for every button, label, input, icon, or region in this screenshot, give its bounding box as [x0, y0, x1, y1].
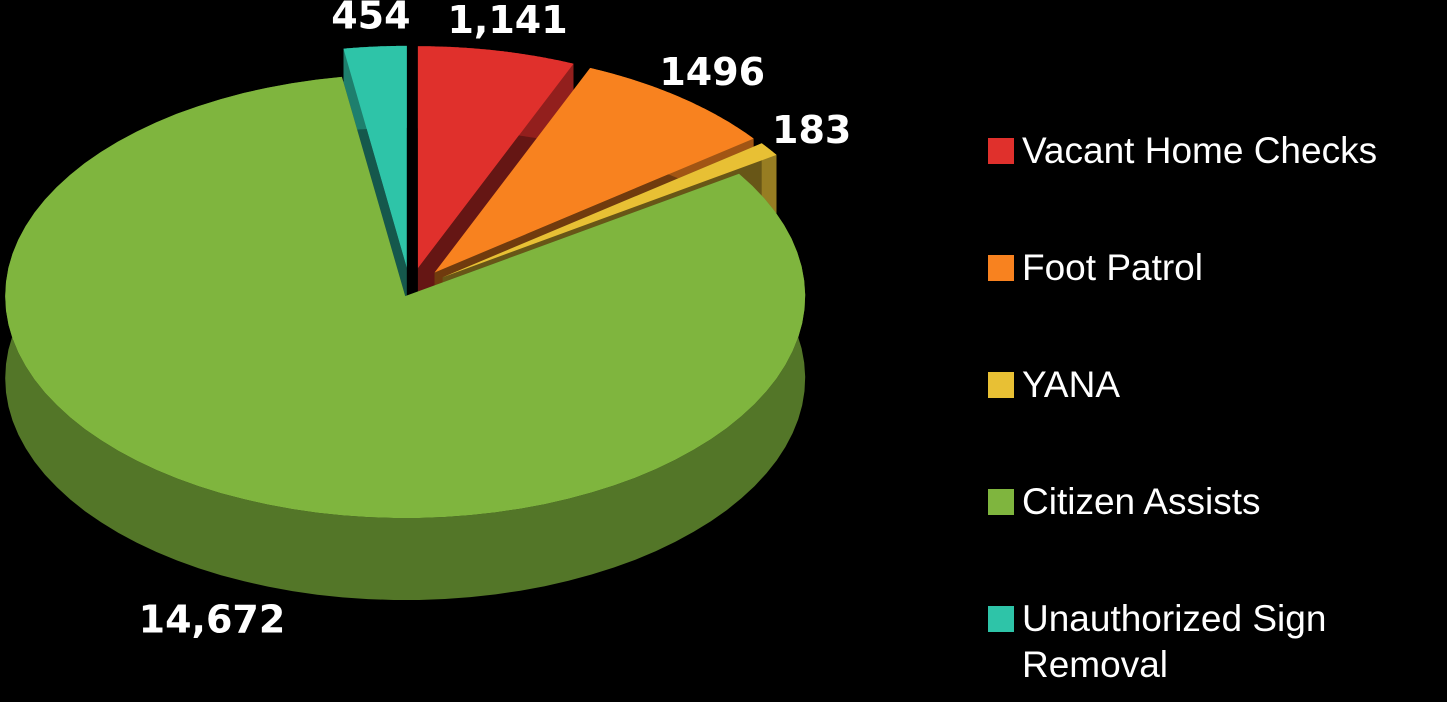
pie-slice [434, 68, 754, 273]
legend-label: Citizen Assists [1022, 481, 1261, 522]
legend-label: YANA [1022, 364, 1121, 405]
legend: Vacant Home Checks Foot Patrol YANA Citizen… [988, 128, 1438, 702]
legend-item: Unauthorized Sign Removal [988, 596, 1438, 702]
legend-item: Foot Patrol [988, 245, 1438, 362]
pie-slice [5, 76, 806, 519]
data-label: 183 [772, 108, 851, 152]
legend-swatch [988, 255, 1014, 281]
data-label: 1,141 [447, 0, 567, 42]
data-label: 454 [331, 0, 410, 37]
legend-swatch [988, 606, 1014, 632]
data-label: 14,672 [139, 598, 286, 642]
legend-item: YANA [988, 362, 1438, 479]
legend-item: Vacant Home Checks [988, 128, 1438, 245]
pie-slice [442, 143, 777, 278]
legend-label: Unauthorized Sign Removal [1022, 598, 1327, 685]
data-label: 1496 [659, 50, 765, 94]
legend-label: Foot Patrol [1022, 247, 1203, 288]
pie-slice [343, 45, 407, 268]
legend-swatch [988, 138, 1014, 164]
legend-swatch [988, 489, 1014, 515]
pie-tops [5, 45, 806, 519]
legend-label: Vacant Home Checks [1022, 130, 1378, 171]
legend-item: Citizen Assists [988, 479, 1438, 596]
legend-swatch [988, 372, 1014, 398]
pie-slice [417, 46, 574, 269]
